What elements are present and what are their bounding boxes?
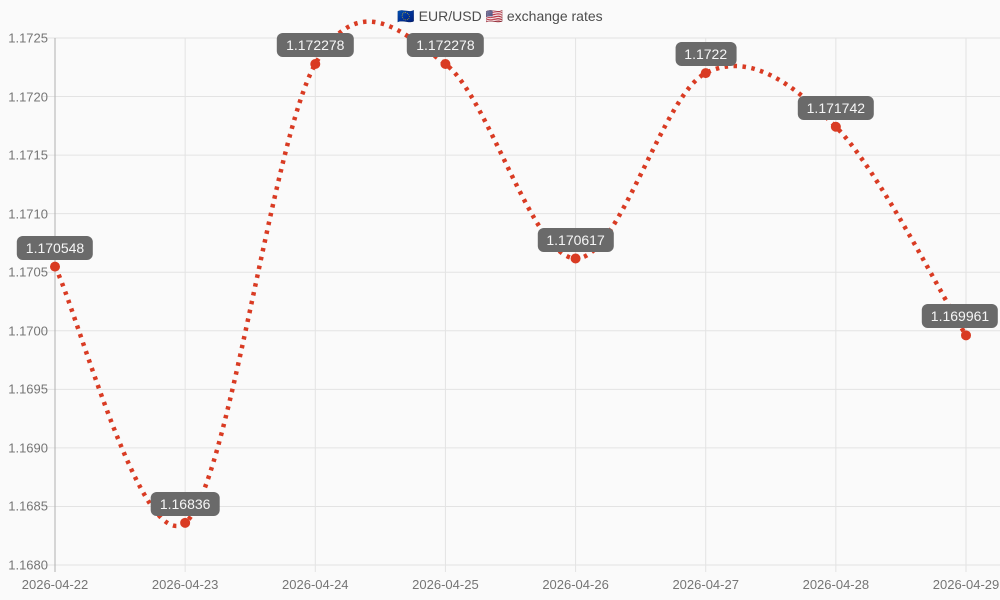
data-point[interactable] xyxy=(50,261,60,272)
chart-title: 🇪🇺 EUR/USD 🇺🇸 exchange rates xyxy=(397,8,603,24)
data-point[interactable] xyxy=(961,330,971,341)
y-axis-tick-label: 1.1680 xyxy=(8,557,48,573)
data-point[interactable] xyxy=(310,58,321,69)
data-point-label: 1.172278 xyxy=(277,32,354,57)
data-point[interactable] xyxy=(180,517,191,528)
x-axis-tick-label: 2026-04-27 xyxy=(672,577,739,592)
x-axis-tick-label: 2026-04-25 xyxy=(412,577,479,592)
y-axis-tick-label: 1.1685 xyxy=(8,498,48,514)
y-axis-tick-label: 1.1715 xyxy=(8,147,48,163)
data-point[interactable] xyxy=(700,68,711,79)
data-point-label: 1.172278 xyxy=(407,32,484,57)
data-point-label: 1.169961 xyxy=(921,304,999,329)
data-point-label: 1.171742 xyxy=(797,95,875,120)
data-point-label: 1.170548 xyxy=(16,235,94,260)
y-axis-tick-label: 1.1695 xyxy=(8,381,48,397)
y-axis-tick-label: 1.1700 xyxy=(8,323,48,339)
data-point-label: 1.170617 xyxy=(537,227,614,252)
data-point-label: 1.16836 xyxy=(150,491,220,516)
data-point[interactable] xyxy=(830,121,841,132)
y-axis-tick-label: 1.1705 xyxy=(8,264,48,280)
y-axis-tick-label: 1.1725 xyxy=(8,30,48,46)
y-axis-tick-label: 1.1710 xyxy=(8,206,48,222)
x-axis-tick-label: 2026-04-26 xyxy=(542,577,609,592)
data-point[interactable] xyxy=(570,253,581,264)
y-axis-tick-label: 1.1720 xyxy=(8,89,48,105)
data-point-label: 1.1722 xyxy=(675,42,737,67)
x-axis-tick-label: 2026-04-28 xyxy=(802,577,870,592)
y-axis-tick-label: 1.1690 xyxy=(8,440,48,456)
data-point[interactable] xyxy=(440,58,451,69)
x-axis-tick-label: 2026-04-23 xyxy=(151,577,219,592)
x-axis-tick-label: 2026-04-24 xyxy=(282,577,349,592)
x-axis-tick-label: 2026-04-29 xyxy=(932,577,1000,592)
x-axis-tick-label: 2026-04-22 xyxy=(21,577,89,592)
